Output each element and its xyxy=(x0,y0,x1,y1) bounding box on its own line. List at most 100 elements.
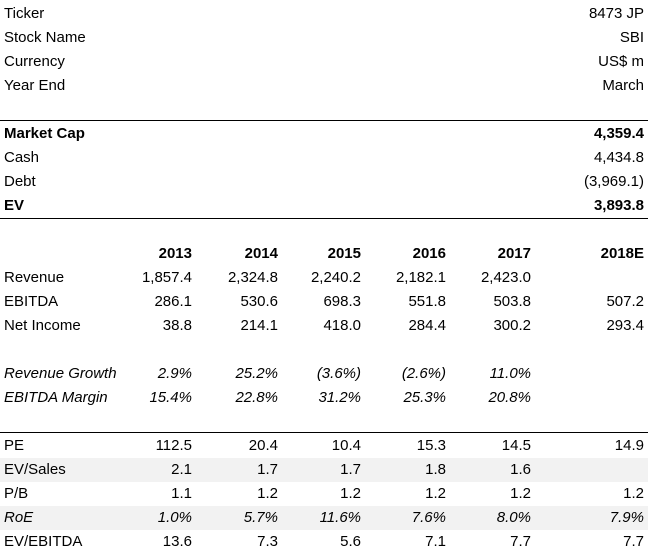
ev-sales-row: EV/Sales 2.1 1.7 1.7 1.8 1.6 xyxy=(0,458,648,482)
divider xyxy=(0,218,648,219)
cell-value: 11.6% xyxy=(319,509,361,526)
ebitda-margin-row: EBITDA Margin 15.4% 22.8% 31.2% 25.3% 20… xyxy=(0,386,648,410)
row-label: EV/Sales xyxy=(4,461,66,478)
cell-value: 7.6% xyxy=(411,509,446,526)
row-label: EBITDA Margin xyxy=(4,389,108,406)
cell-value: 2,423.0 xyxy=(480,269,531,286)
row-label: PE xyxy=(4,437,25,454)
pe-row: PE 112.5 20.4 10.4 15.3 14.5 14.9 xyxy=(0,434,648,458)
ev-value: 3,893.8 xyxy=(593,197,644,214)
debt-label: Debt xyxy=(4,173,36,190)
cell-value: 551.8 xyxy=(408,293,446,310)
cell-value: 1.2 xyxy=(257,485,278,502)
currency-row: Currency US$ m xyxy=(0,50,648,74)
year-header: 2018E xyxy=(600,245,644,262)
cell-value: 7.7 xyxy=(623,533,644,550)
cell-value: 31.2% xyxy=(318,389,361,406)
stock-name-row: Stock Name SBI xyxy=(0,26,648,50)
cell-value: 25.2% xyxy=(235,365,278,382)
cell-value: 5.7% xyxy=(243,509,278,526)
roe-row: RoE 1.0% 5.7% 11.6% 7.6% 8.0% 7.9% xyxy=(0,506,648,530)
divider xyxy=(0,120,648,121)
ticker-label: Ticker xyxy=(4,5,45,22)
cell-value: 13.6 xyxy=(162,533,192,550)
year-header: 2013 xyxy=(158,245,192,262)
cell-value: 1.8 xyxy=(425,461,446,478)
market-cap-row: Market Cap 4,359.4 xyxy=(0,122,648,146)
cell-value: 7.1 xyxy=(425,533,446,550)
revenue-row: Revenue 1,857.4 2,324.8 2,240.2 2,182.1 … xyxy=(0,266,648,290)
cell-value: 15.4% xyxy=(149,389,192,406)
debt-value: (3,969.1) xyxy=(583,173,644,190)
row-label: EBITDA xyxy=(4,293,59,310)
year-header: 2016 xyxy=(412,245,446,262)
cell-value: 530.6 xyxy=(240,293,278,310)
stock-name-label: Stock Name xyxy=(4,29,86,46)
cell-value: (2.6%) xyxy=(401,365,446,382)
year-end-value: March xyxy=(602,77,644,94)
currency-value: US$ m xyxy=(598,53,644,70)
ticker-value: 8473 JP xyxy=(588,5,644,22)
debt-row: Debt (3,969.1) xyxy=(0,170,648,194)
cell-value: 2,182.1 xyxy=(395,269,446,286)
cell-value: 7.9% xyxy=(609,509,644,526)
cell-value: 698.3 xyxy=(323,293,361,310)
cell-value: 507.2 xyxy=(606,293,644,310)
ev-ebitda-row: EV/EBITDA 13.6 7.3 5.6 7.1 7.7 7.7 xyxy=(0,530,648,554)
cell-value: 503.8 xyxy=(493,293,531,310)
cell-value: 1.0% xyxy=(157,509,192,526)
cash-row: Cash 4,434.8 xyxy=(0,146,648,170)
cell-value: 5.6 xyxy=(340,533,361,550)
market-cap-value: 4,359.4 xyxy=(593,125,644,142)
cell-value: 2.1 xyxy=(171,461,192,478)
cell-value: 1.6 xyxy=(510,461,531,478)
cell-value: 2.9% xyxy=(157,365,192,382)
cell-value: 112.5 xyxy=(155,437,192,454)
cell-value: 293.4 xyxy=(606,317,644,334)
net-income-row: Net Income 38.8 214.1 418.0 284.4 300.2 … xyxy=(0,314,648,338)
cell-value: 14.9 xyxy=(614,437,644,454)
cell-value: 2,324.8 xyxy=(227,269,278,286)
ev-label: EV xyxy=(4,197,25,214)
year-header: 2015 xyxy=(327,245,361,262)
row-label: P/B xyxy=(4,485,29,502)
cell-value: 214.1 xyxy=(240,317,278,334)
year-header: 2017 xyxy=(497,245,531,262)
cell-value: 284.4 xyxy=(408,317,446,334)
cell-value: 11.0% xyxy=(489,365,531,382)
cell-value: (3.6%) xyxy=(316,365,361,382)
pb-row: P/B 1.1 1.2 1.2 1.2 1.2 1.2 xyxy=(0,482,648,506)
cell-value: 300.2 xyxy=(493,317,531,334)
divider xyxy=(0,432,648,433)
cell-value: 1.2 xyxy=(425,485,446,502)
cell-value: 14.5 xyxy=(501,437,531,454)
row-label: EV/EBITDA xyxy=(4,533,83,550)
stock-name-value: SBI xyxy=(619,29,644,46)
ev-row: EV 3,893.8 xyxy=(0,194,648,218)
years-header-row: 2013 2014 2015 2016 2017 2018E xyxy=(0,242,648,266)
row-label: Revenue xyxy=(4,269,65,286)
cell-value: 8.0% xyxy=(496,509,531,526)
row-label: RoE xyxy=(4,509,34,526)
row-label: Net Income xyxy=(4,317,81,334)
cell-value: 418.0 xyxy=(323,317,361,334)
cell-value: 286.1 xyxy=(154,293,192,310)
cell-value: 1.7 xyxy=(257,461,278,478)
year-end-row: Year End March xyxy=(0,74,648,98)
cell-value: 15.3 xyxy=(416,437,446,454)
cell-value: 10.4 xyxy=(331,437,361,454)
revenue-growth-row: Revenue Growth 2.9% 25.2% (3.6%) (2.6%) … xyxy=(0,362,648,386)
cell-value: 20.4 xyxy=(248,437,278,454)
cell-value: 1,857.4 xyxy=(141,269,192,286)
cell-value: 20.8% xyxy=(488,389,531,406)
cell-value: 1.7 xyxy=(340,461,361,478)
cell-value: 7.7 xyxy=(510,533,531,550)
cash-value: 4,434.8 xyxy=(593,149,644,166)
cash-label: Cash xyxy=(4,149,40,166)
year-end-label: Year End xyxy=(4,77,66,94)
cell-value: 1.2 xyxy=(510,485,531,502)
cell-value: 38.8 xyxy=(162,317,192,334)
market-cap-label: Market Cap xyxy=(4,125,85,142)
ebitda-row: EBITDA 286.1 530.6 698.3 551.8 503.8 507… xyxy=(0,290,648,314)
cell-value: 7.3 xyxy=(257,533,278,550)
